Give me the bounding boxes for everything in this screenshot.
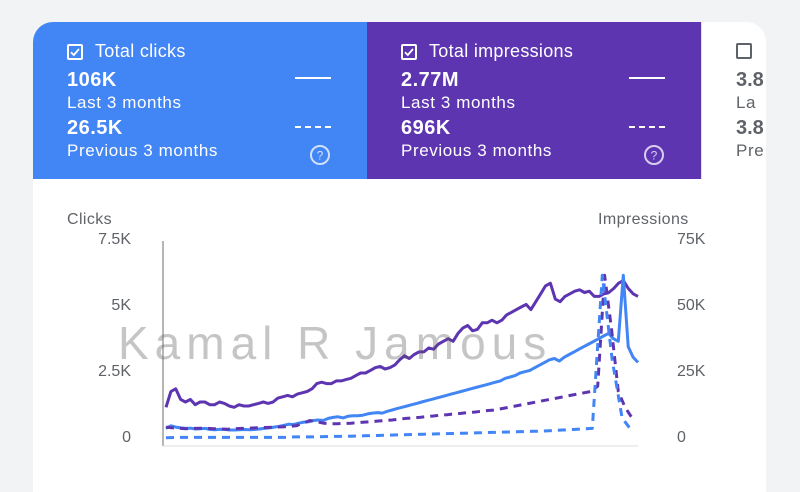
metric-value-previous: 696K xyxy=(401,117,451,139)
metric-value-current: 3.8 xyxy=(736,69,764,91)
right-axis-title: Impressions xyxy=(598,211,689,228)
card-title: Total impressions xyxy=(429,41,574,61)
left-axis-tick-label: 5K xyxy=(111,297,131,314)
total-clicks-card[interactable]: Total clicks 106K Last 3 months 26.5K Pr… xyxy=(33,22,367,179)
metric-label-previous: Previous 3 months xyxy=(401,141,552,160)
metric-value-previous: 3.8 xyxy=(736,117,764,139)
svg-text:?: ? xyxy=(317,149,324,163)
dashed-line-legend-icon xyxy=(295,126,331,128)
performance-panel: Total clicks 106K Last 3 months 26.5K Pr… xyxy=(33,22,766,492)
metric-value-current: 106K xyxy=(67,69,117,91)
impressions-dashed-series-line[interactable] xyxy=(165,273,634,431)
help-circle-icon[interactable]: ? xyxy=(309,144,331,166)
total-clicks-header[interactable]: Total clicks xyxy=(67,41,186,62)
right-axis-tick-label: 25K xyxy=(677,363,706,380)
solid-line-legend-icon xyxy=(629,77,665,79)
metric-label-previous: Previous 3 months xyxy=(67,141,218,160)
total-impressions-card[interactable]: Total impressions 2.77M Last 3 months 69… xyxy=(367,22,701,179)
performance-chart[interactable] xyxy=(0,0,800,460)
impressions-solid-series-line[interactable] xyxy=(164,279,639,409)
checkbox-checked-icon[interactable] xyxy=(401,43,417,60)
metric-value-current: 2.77M xyxy=(401,69,460,91)
watermark-text: Kamal R Jamous xyxy=(118,317,553,369)
left-axis-title: Clicks xyxy=(67,211,113,228)
checkbox-unchecked-icon[interactable] xyxy=(736,43,752,59)
dashed-line-legend-icon xyxy=(629,126,665,128)
checkbox-checked-icon[interactable] xyxy=(67,43,83,60)
total-impressions-header[interactable]: Total impressions xyxy=(401,41,573,62)
average-ctr-card[interactable]: 3.8 La 3.8 Pre xyxy=(701,22,766,179)
metric-label-previous: Pre xyxy=(736,141,765,160)
card-title: Total clicks xyxy=(95,41,186,61)
right-axis-tick-label: 50K xyxy=(677,297,706,314)
solid-line-legend-icon xyxy=(295,77,331,79)
left-axis-tick-label: 2.5K xyxy=(98,363,131,380)
help-circle-icon[interactable]: ? xyxy=(643,144,665,166)
clicks-solid-series-line[interactable] xyxy=(165,273,640,432)
right-axis-tick-label: 0 xyxy=(677,429,686,446)
right-axis-tick-label: 75K xyxy=(677,231,706,248)
metric-label-current: La xyxy=(736,93,757,112)
metric-label-current: Last 3 months xyxy=(67,93,182,112)
metric-value-previous: 26.5K xyxy=(67,117,123,139)
clicks-dashed-series-line[interactable] xyxy=(165,273,634,440)
left-axis-tick-label: 7.5K xyxy=(98,231,131,248)
metric-label-current: Last 3 months xyxy=(401,93,516,112)
svg-text:?: ? xyxy=(651,149,658,163)
left-axis-tick-label: 0 xyxy=(122,429,131,446)
